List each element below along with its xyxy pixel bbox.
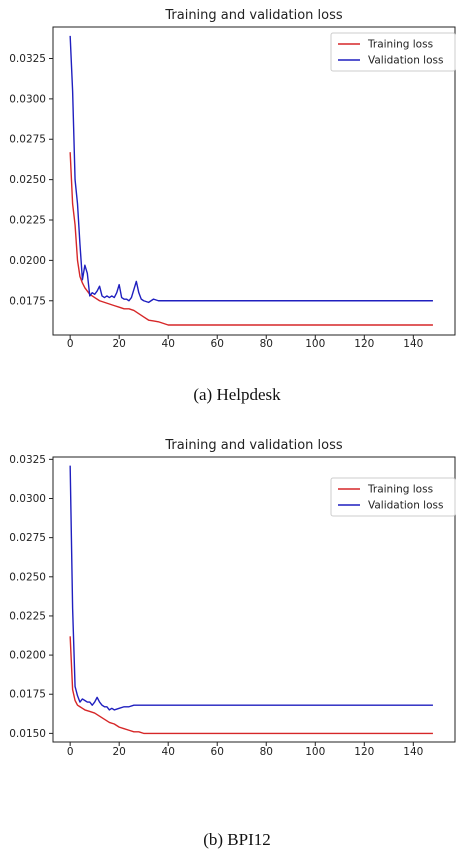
- legend-box: [330, 32, 456, 72]
- y-tick-label: 0.0200: [9, 255, 46, 267]
- chart-title: Training and validation loss: [164, 438, 342, 453]
- x-tick-label: 0: [67, 338, 74, 350]
- x-tick-label: 60: [211, 746, 224, 758]
- figure-bpi12: Training and validation loss 0 20 40 60 80 100…: [0, 430, 474, 851]
- x-tick-label: 140: [403, 746, 423, 758]
- y-tick-label: 0.0175: [9, 295, 46, 307]
- x-tick-label: 60: [211, 338, 224, 350]
- y-tick-label: 0.0175: [9, 689, 46, 701]
- y-tick-label: 0.0325: [9, 454, 46, 466]
- y-tick-label: 0.0250: [9, 174, 46, 186]
- y-tick-label: 0.0325: [9, 53, 46, 65]
- x-tick-label: 80: [260, 746, 273, 758]
- x-tick-label: 120: [354, 746, 374, 758]
- y-tick-label: 0.0225: [9, 610, 46, 622]
- caption-helpdesk: (a) Helpdesk: [193, 385, 281, 404]
- plot-frame: [52, 26, 456, 336]
- y-tick-label: 0.0225: [9, 215, 46, 227]
- legend-label: Validation loss: [368, 500, 443, 512]
- y-tick-label: 0.0275: [9, 134, 46, 146]
- x-tick-label: 120: [354, 338, 374, 350]
- y-tick-label: 0.0250: [9, 571, 46, 583]
- series-line-training-loss: [69, 152, 433, 326]
- series-line-training-loss: [69, 636, 433, 735]
- x-tick-label: 100: [305, 746, 325, 758]
- x-tick-label: 20: [112, 338, 125, 350]
- y-tick-label: 0.0275: [9, 532, 46, 544]
- legend-label: Validation loss: [368, 55, 443, 67]
- x-tick-label: 100: [305, 338, 325, 350]
- y-tick-label: 0.0300: [9, 93, 46, 105]
- y-tick-label: 0.0300: [9, 493, 46, 505]
- figure-helpdesk: Training and validation loss 0 20 40 60 80 100…: [0, 0, 474, 425]
- caption-bpi12: (b) BPI12: [203, 830, 271, 849]
- x-tick-label: 140: [403, 338, 423, 350]
- series-line-validation-loss: [69, 35, 433, 304]
- series-line-validation-loss: [69, 465, 433, 711]
- y-tick-label: 0.0200: [9, 650, 46, 662]
- x-tick-label: 20: [112, 746, 125, 758]
- x-tick-label: 80: [260, 338, 273, 350]
- legend-box: [330, 477, 456, 517]
- x-tick-label: 40: [162, 746, 175, 758]
- legend-label: Training loss: [367, 39, 433, 51]
- chart-title: Training and validation loss: [164, 8, 342, 23]
- plot-frame: [52, 456, 456, 743]
- legend-label: Training loss: [367, 484, 433, 496]
- y-tick-label: 0.0150: [9, 728, 46, 740]
- x-tick-label: 0: [67, 746, 74, 758]
- loss-chart-helpdesk: Training and validation loss 0 20 40 60 80 100…: [9, 8, 456, 350]
- x-tick-label: 40: [162, 338, 175, 350]
- loss-chart-bpi12: Training and validation loss 0 20 40 60 80 100…: [9, 438, 456, 758]
